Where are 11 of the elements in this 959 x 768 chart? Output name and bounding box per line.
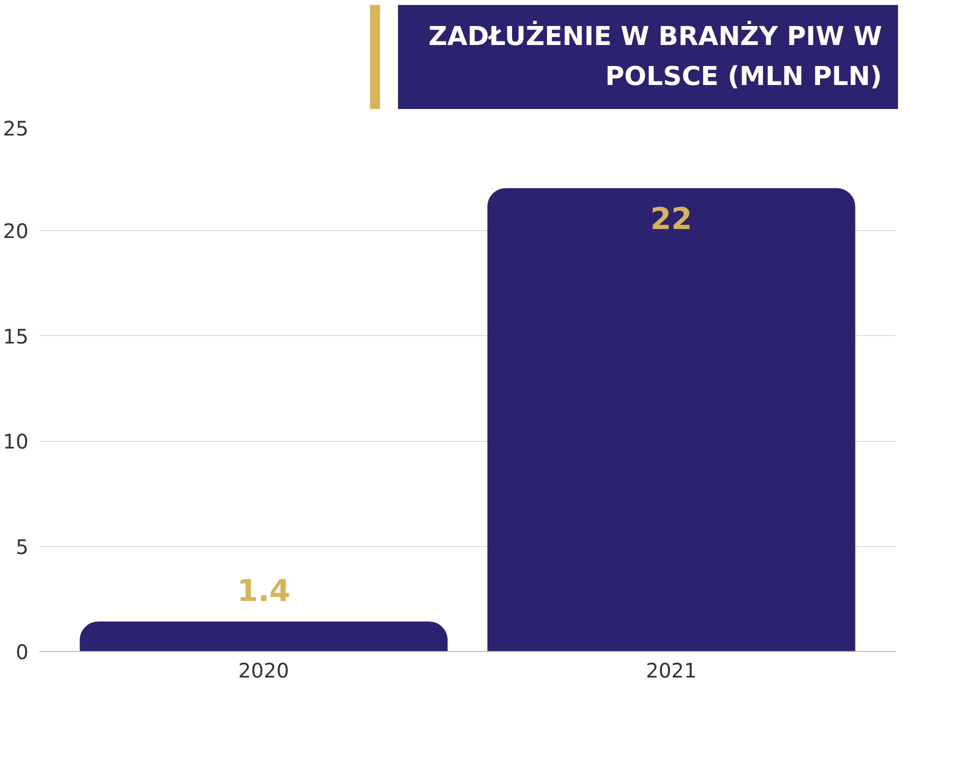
chart-title: ZADŁUŻENIE W BRANŻY PIW W POLSCE (MLN PLN) (398, 5, 898, 109)
y-tick-label: 20 (3, 219, 29, 244)
y-tick-label: 0 (16, 640, 29, 664)
x-tick-label: 2021 (646, 658, 697, 682)
y-tick-label: 10 (3, 430, 29, 454)
y-tick-label: 25 (3, 116, 29, 140)
x-tick-label: 2020 (238, 658, 290, 682)
data-label: 1.4 (237, 574, 290, 610)
data-label: 22 (650, 202, 692, 238)
y-tick-label: 15 (3, 324, 29, 348)
y-tick-label: 5 (16, 534, 29, 559)
